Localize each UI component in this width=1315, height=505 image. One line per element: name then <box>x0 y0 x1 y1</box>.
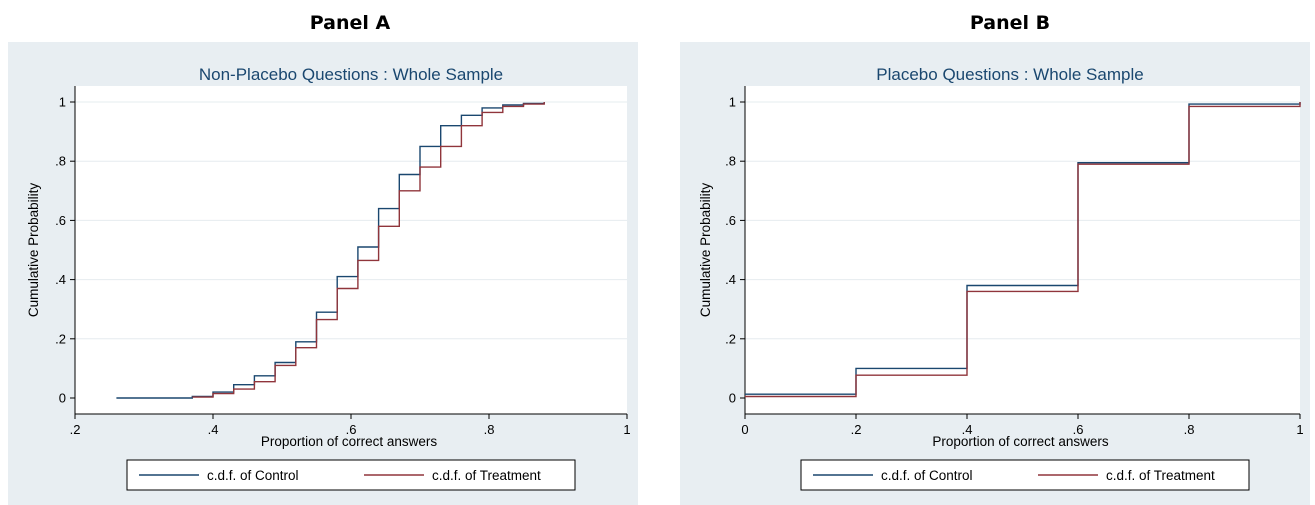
y-tick-label: 0 <box>729 391 736 406</box>
panel-b-label: Panel B <box>969 12 1051 34</box>
y-tick-label: .6 <box>55 213 66 228</box>
x-tick-label: 0 <box>741 422 748 437</box>
y-tick-label: 1 <box>59 95 66 110</box>
x-axis-label: Proportion of correct answers <box>261 434 438 449</box>
chart-title: Placebo Questions : Whole Sample <box>876 65 1143 84</box>
y-tick-label: .8 <box>55 154 66 169</box>
series-line-control <box>116 102 545 399</box>
x-tick-label: .2 <box>851 422 862 437</box>
x-tick-label: .8 <box>484 422 495 437</box>
y-tick-label: .6 <box>725 213 736 228</box>
legend-label: c.d.f. of Control <box>207 468 299 483</box>
panel-a-label: Panel A <box>309 12 391 34</box>
x-tick-label: 1 <box>1296 422 1303 437</box>
y-axis-label: Cumulative Probability <box>698 183 713 318</box>
x-tick-label: .6 <box>1073 422 1084 437</box>
x-axis-label: Proportion of correct answers <box>932 434 1109 449</box>
chart-title: Non-Placebo Questions : Whole Sample <box>199 65 503 84</box>
x-tick-label: .8 <box>1184 422 1195 437</box>
chart-a: 0 .2 .4 .6 .8 1 .2 .4 .6 .8 1 Non-Placebo Questions… <box>8 42 638 505</box>
y-tick-label: .4 <box>725 272 736 287</box>
y-tick-label: .2 <box>725 331 736 346</box>
y-axis-label: Cumulative Probability <box>26 183 41 318</box>
legend-box <box>800 459 1250 491</box>
y-tick-label: 1 <box>729 95 736 110</box>
plot-region <box>75 86 627 414</box>
y-tick-label: 0 <box>59 391 66 406</box>
series-line-treatment <box>745 102 1301 398</box>
x-tick-label: .2 <box>70 422 81 437</box>
x-tick-label: .6 <box>346 422 357 437</box>
legend-label: c.d.f. of Treatment <box>432 468 541 483</box>
x-tick-label: .4 <box>208 422 219 437</box>
x-tick-label: 1 <box>623 422 630 437</box>
y-tick-label: .4 <box>55 272 66 287</box>
legend-label: c.d.f. of Treatment <box>1106 468 1215 483</box>
legend-label: c.d.f. of Control <box>881 468 973 483</box>
y-tick-label: .2 <box>55 331 66 346</box>
y-tick-label: .8 <box>725 154 736 169</box>
x-tick-label: .4 <box>962 422 973 437</box>
legend-box <box>126 459 576 491</box>
chart-b: 0 .2 .4 .6 .8 1 0 .2 .4 .6 .8 1 Placebo Questions : … <box>680 42 1310 505</box>
series-line-treatment <box>192 102 545 398</box>
plot-region <box>745 86 1300 414</box>
